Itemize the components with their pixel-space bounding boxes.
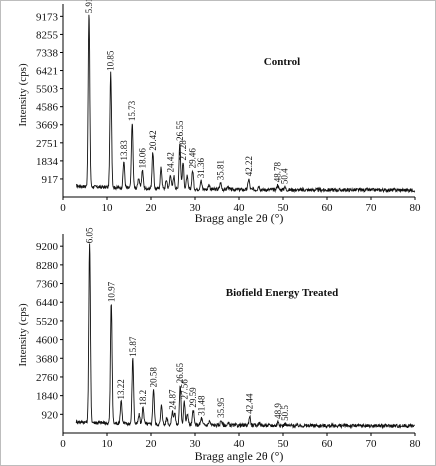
x-tick-label: 40	[234, 202, 246, 214]
xrd-panel-1: 917 1834 2751 3669 4586 5503 6421 7338 8255 9173 0…	[17, 0, 421, 225]
peak-label: 26.65	[175, 363, 185, 384]
peak-label: 10.97	[106, 281, 116, 302]
x-tick-label: 80	[410, 202, 422, 214]
peak-label: 18.06	[137, 148, 147, 169]
x-tick-label: 30	[190, 438, 202, 450]
x-axis-label: Bragg angle 2θ (°)	[195, 211, 284, 225]
y-tick-label: 5520	[36, 316, 59, 328]
y-tick-label: 5503	[36, 84, 59, 96]
x-tick-label: 0	[60, 202, 66, 214]
x-tick-label: 20	[146, 202, 158, 214]
peak-label: 42.44	[245, 393, 255, 414]
peak-label: 20.42	[148, 130, 158, 150]
y-tick-label: 1834	[36, 156, 59, 168]
y-tick-label: 9173	[36, 11, 59, 23]
peak-label: 27.56	[179, 379, 189, 400]
x-tick-label: 80	[410, 438, 422, 450]
y-tick-label: 9200	[36, 241, 59, 253]
peak-label: 31.48	[197, 395, 207, 416]
peak-label: 29.46	[188, 148, 198, 169]
peak-label: 24.87	[167, 389, 177, 410]
peak-label: 13.83	[119, 140, 129, 161]
x-tick-label: 50	[278, 202, 290, 214]
peak-label: 24.42	[165, 152, 175, 172]
peak-label: 26.55	[175, 120, 185, 141]
peak-label: 35.95	[216, 397, 226, 418]
y-tick-label: 8255	[36, 29, 59, 41]
y-tick-label: 4600	[36, 335, 59, 347]
x-tick-label: 70	[366, 202, 378, 214]
y-tick-label: 3669	[36, 120, 59, 132]
peak-label: 35.81	[216, 160, 226, 180]
peak-label: 5.91	[84, 0, 94, 13]
y-tick-label: 2760	[36, 372, 59, 384]
peak-label: 15.73	[127, 100, 137, 121]
y-tick-label: 6421	[36, 66, 58, 78]
x-tick-label: 30	[190, 202, 202, 214]
y-tick-label: 4586	[36, 102, 59, 114]
peak-label: 48.78	[273, 161, 283, 182]
x-tick-label: 40	[234, 438, 246, 450]
peak-label: 48.9	[273, 403, 283, 419]
y-axis-label: Intensity (cps)	[17, 63, 29, 127]
y-tick-label: 917	[42, 174, 59, 186]
peak-label: 31.36	[196, 157, 206, 178]
y-tick-label: 7360	[36, 279, 59, 291]
xrd-trace	[75, 243, 415, 430]
peak-label: 10.85	[106, 50, 116, 71]
x-tick-label: 50	[278, 438, 290, 450]
y-tick-label: 3680	[36, 353, 59, 365]
x-tick-label: 60	[322, 438, 334, 450]
xrd-panel-2: 920 1840 2760 3680 4600 5520 6440 7360 8280 9200 0…	[17, 227, 421, 463]
peak-label: 50.5	[280, 405, 290, 421]
x-tick-label: 60	[322, 202, 334, 214]
x-tick-label: 10	[102, 438, 114, 450]
peak-label: 13.22	[116, 379, 126, 399]
x-tick-label: 10	[102, 202, 114, 214]
y-tick-label: 2751	[36, 138, 58, 150]
xrd-trace	[76, 14, 416, 194]
y-tick-label: 7338	[36, 47, 59, 59]
y-axis-label: Intensity (cps)	[17, 303, 29, 367]
peak-label: 18.2	[138, 390, 148, 406]
peak-label: 15.87	[128, 336, 138, 357]
x-tick-label: 70	[366, 438, 378, 450]
y-tick-label: 1840	[36, 391, 59, 403]
x-tick-label: 0	[60, 438, 66, 450]
panel-title: Biofield Energy Treated	[226, 287, 338, 299]
peak-label: 6.05	[85, 227, 95, 243]
y-tick-label: 8280	[36, 260, 59, 272]
x-tick-label: 20	[146, 438, 158, 450]
peak-label: 29.59	[188, 387, 198, 408]
y-tick-label: 920	[42, 409, 59, 421]
peak-label: 42.22	[244, 156, 254, 176]
y-tick-label: 6440	[36, 297, 59, 309]
peak-label: 20.58	[149, 367, 159, 388]
peak-label: 50.4	[280, 168, 290, 184]
peak-label: 27.28	[178, 140, 188, 161]
x-axis-label: Bragg angle 2θ (°)	[195, 449, 284, 463]
panel-title: Control	[264, 56, 300, 68]
